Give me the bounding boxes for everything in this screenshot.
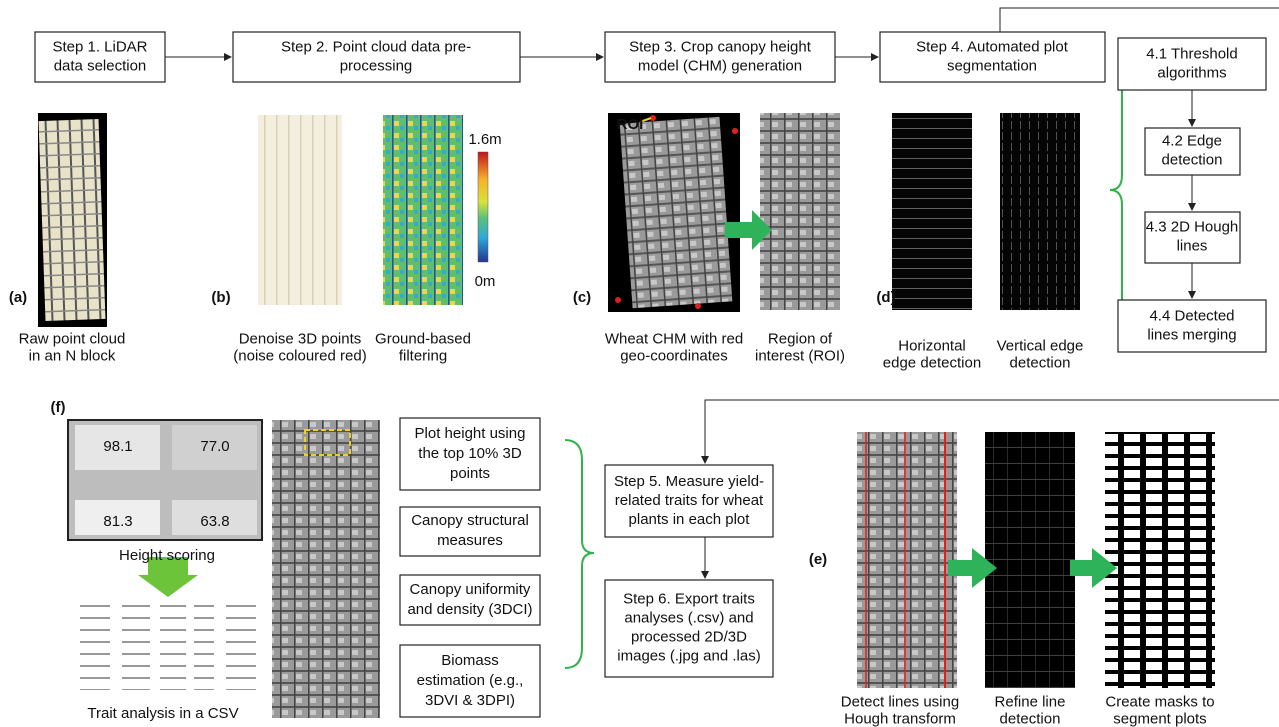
substep-label: 4.1 Threshold (1146, 45, 1237, 62)
caption: segment plots (1113, 710, 1206, 727)
caption: Wheat CHM with red (605, 330, 743, 347)
step-label: model (CHM) generation (638, 57, 802, 74)
caption: Hough transform (844, 710, 956, 727)
caption: geo-coordinates (620, 347, 728, 364)
height-value: 77.0 (200, 438, 229, 455)
caption: Create masks to (1105, 693, 1214, 710)
caption: edge detection (883, 354, 981, 371)
caption: Vertical edge (997, 337, 1084, 354)
colorbar-label: 0m (475, 273, 496, 290)
step-label: Step 2. Point cloud data pre- (281, 38, 471, 55)
substep-label: 4.4 Detected (1149, 307, 1234, 324)
step-label: data selection (54, 57, 147, 74)
caption: in an N block (29, 347, 116, 364)
height-value: 81.3 (103, 513, 132, 530)
caption: Trait analysis in a CSV (87, 705, 238, 722)
caption: Detect lines using (841, 693, 959, 710)
panel-label: (c) (573, 289, 591, 306)
caption: detection (1000, 710, 1061, 727)
panel-label: (d) (876, 289, 895, 306)
step-label: segmentation (947, 57, 1037, 74)
caption: detection (1010, 354, 1071, 371)
trait-label: Canopy uniformity (410, 581, 531, 598)
step-label: plants in each plot (629, 511, 751, 528)
substep-label: detection (1162, 151, 1223, 168)
caption: Region of (768, 330, 833, 347)
step-label: related traits for wheat (615, 492, 764, 509)
diagram: Step 1. LiDAR data selection Step 2. Point… (0, 0, 1279, 727)
height-value: 98.1 (103, 438, 132, 455)
caption: (noise coloured red) (233, 347, 366, 364)
step-label: analyses (.csv) and (624, 609, 753, 626)
colorbar-label: 1.6m (468, 131, 501, 148)
trait-label: estimation (e.g., (417, 672, 524, 689)
step-label: Step 3. Crop canopy height (629, 38, 812, 55)
trait-label: points (450, 465, 490, 482)
substep-label: lines merging (1147, 326, 1236, 343)
trait-label: Biomass (441, 652, 499, 669)
caption: interest (ROI) (755, 347, 845, 364)
caption: Refine line (995, 693, 1066, 710)
panel-label: (e) (809, 551, 827, 568)
trait-label: measures (437, 532, 503, 549)
substep-label: algorithms (1157, 64, 1226, 81)
trait-label: Plot height using (415, 425, 526, 442)
panel-label: (f) (51, 399, 66, 416)
substep-label: 4.2 Edge (1162, 132, 1222, 149)
trait-label: 3DVI & 3DPI) (425, 692, 515, 709)
step-label: Step 5. Measure yield- (614, 473, 764, 490)
step-label: processed 2D/3D (631, 628, 747, 645)
panel-label: (b) (211, 289, 230, 306)
substep-label: 4.3 2D Hough (1146, 218, 1239, 235)
caption: Denoise 3D points (239, 330, 362, 347)
height-value: 63.8 (200, 513, 229, 530)
substep-label: lines (1177, 237, 1208, 254)
caption: Horizontal (898, 337, 966, 354)
trait-label: and density (3DCI) (407, 601, 532, 618)
panel-label: (a) (9, 289, 27, 306)
trait-label: Canopy structural (411, 512, 529, 529)
roi-label: ROI (617, 116, 644, 133)
caption: Ground-based (375, 330, 471, 347)
trait-label: the top 10% 3D (418, 445, 522, 462)
step-label: Step 6. Export traits (623, 590, 755, 607)
caption: filtering (399, 347, 447, 364)
step-label: images (.jpg and .las) (617, 647, 760, 664)
step-label: Step 4. Automated plot (916, 38, 1069, 55)
step-label: Step 1. LiDAR (52, 38, 147, 55)
caption: Height scoring (119, 547, 215, 564)
step-label: processing (340, 57, 413, 74)
caption: Raw point cloud (19, 330, 126, 347)
